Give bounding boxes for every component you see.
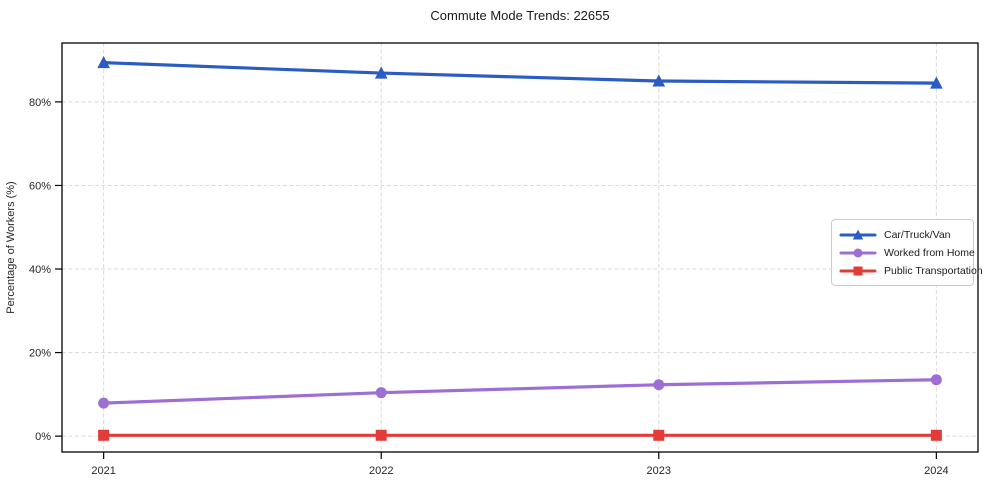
data-point-square	[375, 429, 387, 441]
data-point-circle	[930, 374, 942, 386]
data-point-triangle	[97, 56, 110, 69]
data-point-circle	[375, 387, 387, 399]
data-point-square	[930, 429, 942, 441]
y-tick-label: 80%	[29, 97, 51, 109]
data-point-square	[853, 266, 863, 275]
x-tick-label: 2023	[647, 465, 671, 477]
series-line-0	[102, 61, 938, 85]
legend-item-1: Worked from Home	[839, 244, 975, 261]
y-axis-label: Percentage of Workers (%)	[5, 181, 17, 313]
x-tick-label: 2024	[924, 465, 948, 477]
y-tick-label: 40%	[29, 264, 51, 276]
legend: Car/Truck/Van Worked from Home Public Tran…	[831, 219, 983, 286]
y-tick-label: 0%	[35, 431, 51, 443]
x-tick-label: 2022	[369, 465, 393, 477]
chart-title: Commute Mode Trends: 22655	[430, 8, 610, 23]
legend-triangle-marker-icon	[839, 229, 877, 239]
legend-label: Car/Truck/Van	[884, 228, 951, 241]
y-tick-label: 60%	[29, 180, 51, 192]
data-point-square	[653, 429, 665, 441]
legend-circle-marker-icon	[839, 248, 877, 257]
x-tick-label: 2021	[91, 465, 115, 477]
data-point-triangle	[374, 66, 388, 79]
legend-square-marker-icon	[839, 266, 877, 275]
data-point-circle	[853, 248, 863, 257]
data-point-triangle	[652, 74, 666, 87]
data-point-square	[98, 429, 110, 441]
data-point-triangle	[852, 229, 864, 239]
data-point-circle	[653, 379, 665, 391]
legend-item-2: Public Transportation	[839, 262, 983, 279]
legend-item-0: Car/Truck/Van	[839, 226, 965, 243]
data-point-circle	[98, 397, 110, 409]
series-line-1	[102, 378, 938, 405]
plot-border	[61, 42, 979, 453]
data-point-triangle	[930, 76, 943, 89]
y-tick-label: 20%	[29, 348, 51, 360]
legend-label: Public Transportation	[884, 264, 983, 277]
legend-label: Worked from Home	[884, 246, 975, 259]
